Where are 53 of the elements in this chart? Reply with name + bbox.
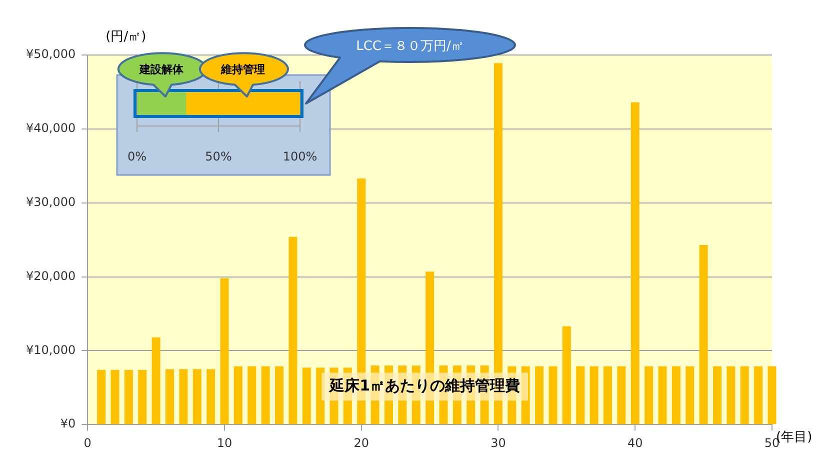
bar <box>644 366 654 424</box>
x-tick-label: 20 <box>354 436 370 450</box>
bar <box>220 278 229 424</box>
bar <box>179 369 188 424</box>
bar <box>768 366 776 424</box>
bar <box>754 366 763 424</box>
y-tick-label: ¥20,000 <box>26 268 76 283</box>
x-tick-label: 0% <box>127 149 147 164</box>
bar <box>617 366 626 424</box>
bar <box>604 366 612 424</box>
y-tick-label: ¥0 <box>60 416 76 431</box>
bar <box>630 102 640 424</box>
bar <box>288 236 298 424</box>
bar <box>124 370 133 424</box>
y-tick-label: ¥40,000 <box>26 121 76 136</box>
bar <box>192 369 202 424</box>
x-tick-label: 0 <box>84 436 92 450</box>
bar <box>275 366 284 424</box>
bar <box>206 369 216 424</box>
bar <box>672 366 680 424</box>
bar <box>548 366 558 424</box>
y-tick-label: ¥30,000 <box>26 194 76 209</box>
series-label: 延床1㎡あたりの維持管理費 <box>328 376 520 394</box>
y-tick-label: ¥10,000 <box>26 342 76 357</box>
text: LCC＝８０万円/㎡ <box>356 39 464 54</box>
bar <box>302 368 311 424</box>
bar <box>535 366 544 424</box>
bar <box>152 337 160 424</box>
bar <box>699 244 708 424</box>
y-axis-title: (円/㎡) <box>106 29 146 44</box>
x-tick-label: 30 <box>490 436 506 450</box>
bar <box>234 366 242 424</box>
series-label: 建設解体 <box>138 63 184 76</box>
bar <box>138 370 147 424</box>
bar <box>686 366 694 424</box>
x-tick-label: 50% <box>205 149 232 164</box>
x-tick-label: 40 <box>627 436 643 450</box>
x-tick-label: 100% <box>282 149 318 164</box>
bar <box>658 366 667 424</box>
bar <box>261 366 270 424</box>
bar <box>726 366 736 424</box>
bar <box>166 369 174 424</box>
bar <box>248 366 256 424</box>
bar <box>110 370 120 424</box>
y-tick-label: ¥50,000 <box>26 47 76 62</box>
bar <box>97 370 106 424</box>
series-label: 維持管理 <box>220 63 265 76</box>
x-tick-label: 10 <box>216 436 232 450</box>
bar <box>576 366 585 424</box>
bar <box>740 366 749 424</box>
bar <box>562 326 571 424</box>
bar <box>590 366 598 424</box>
bar <box>713 366 722 424</box>
